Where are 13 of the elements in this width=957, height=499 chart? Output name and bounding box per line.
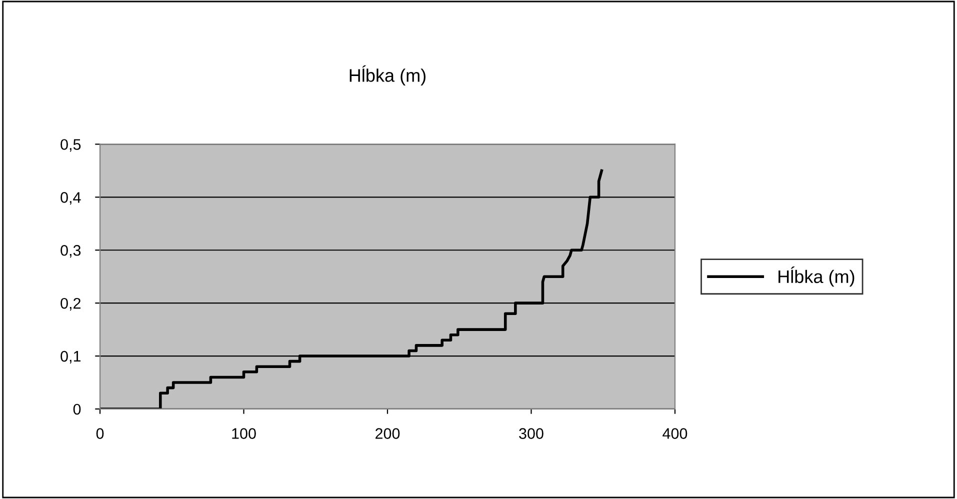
y-tick-label: 0,3 xyxy=(60,244,81,258)
x-tick-label: 300 xyxy=(519,428,544,439)
x-tick-label: 100 xyxy=(232,428,256,439)
x-tick-label: 400 xyxy=(662,428,688,439)
x-tick-label: 0 xyxy=(96,428,104,439)
y-tick-label: 0,1 xyxy=(60,350,81,364)
y-tick-label: 0 xyxy=(73,404,81,415)
y-tick-label: 0,2 xyxy=(60,298,80,311)
legend-label: Hĺbka (m) xyxy=(778,266,854,287)
x-tick-label: 200 xyxy=(376,428,400,439)
chart-title: Hĺbka (m) xyxy=(350,65,426,86)
y-tick-label: 0,4 xyxy=(60,192,81,205)
y-tick-label: 0,5 xyxy=(60,139,81,152)
